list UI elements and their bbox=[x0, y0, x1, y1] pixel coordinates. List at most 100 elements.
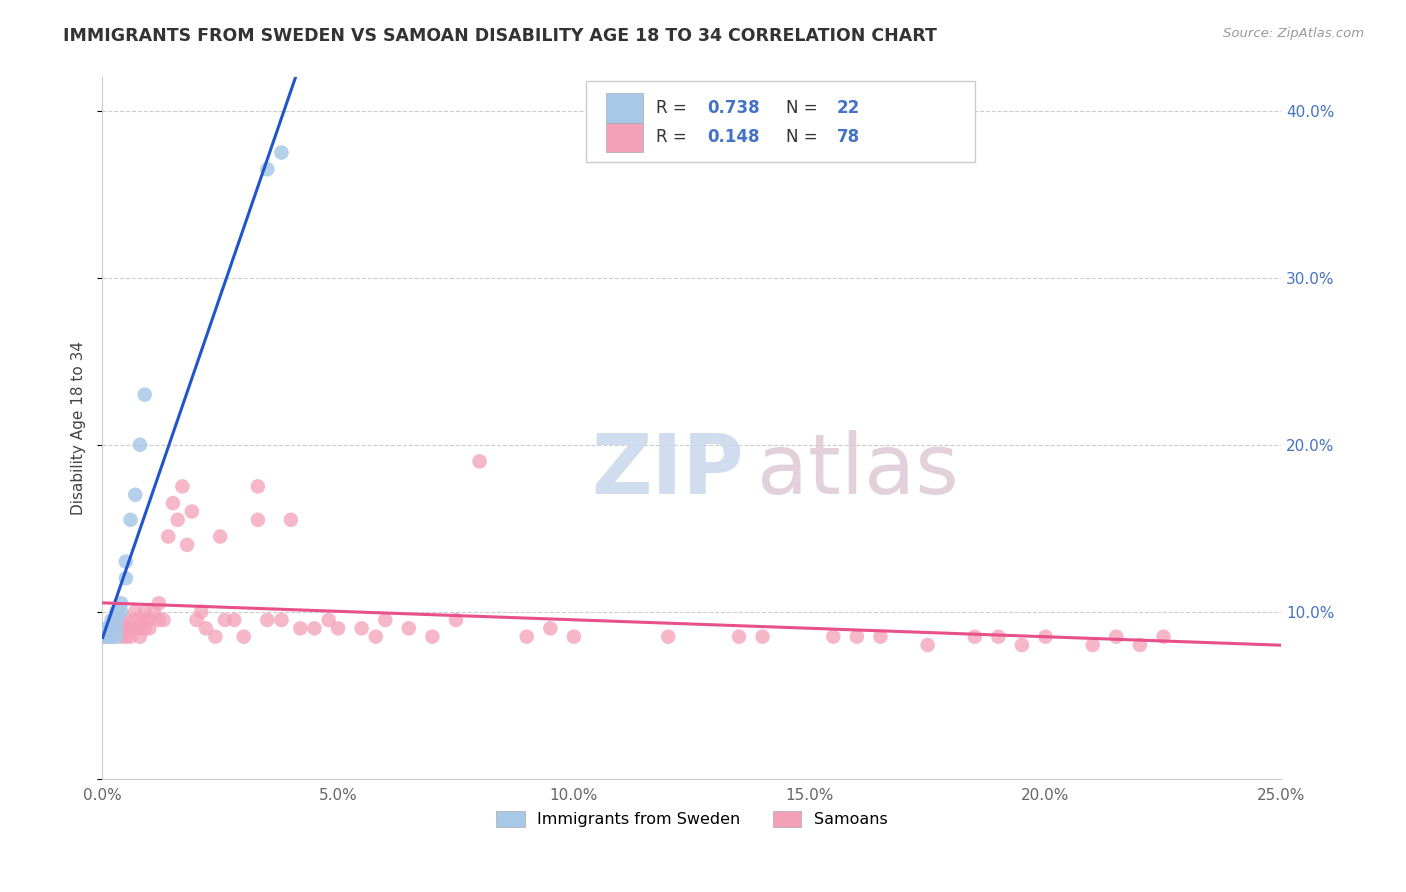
Point bbox=[93, 630, 115, 644]
Point bbox=[138, 613, 160, 627]
Point bbox=[143, 605, 166, 619]
Point bbox=[186, 613, 208, 627]
Point bbox=[256, 162, 278, 177]
Point bbox=[124, 488, 146, 502]
Legend: Immigrants from Sweden, Samoans: Immigrants from Sweden, Samoans bbox=[489, 805, 894, 834]
Point bbox=[134, 613, 156, 627]
Point bbox=[195, 621, 218, 635]
Point bbox=[468, 454, 491, 468]
Point bbox=[110, 630, 132, 644]
Text: R =: R = bbox=[657, 128, 692, 146]
Point bbox=[103, 613, 125, 627]
Point bbox=[172, 479, 194, 493]
Text: N =: N = bbox=[786, 99, 823, 117]
Point bbox=[129, 438, 152, 452]
Point bbox=[180, 504, 202, 518]
Point bbox=[100, 613, 122, 627]
Point bbox=[110, 596, 132, 610]
Text: IMMIGRANTS FROM SWEDEN VS SAMOAN DISABILITY AGE 18 TO 34 CORRELATION CHART: IMMIGRANTS FROM SWEDEN VS SAMOAN DISABIL… bbox=[63, 27, 938, 45]
Point bbox=[114, 630, 136, 644]
Point bbox=[751, 630, 773, 644]
Point bbox=[270, 613, 292, 627]
Point bbox=[129, 613, 152, 627]
Point bbox=[444, 613, 467, 627]
Point bbox=[318, 613, 340, 627]
Point bbox=[422, 630, 444, 644]
Text: Source: ZipAtlas.com: Source: ZipAtlas.com bbox=[1223, 27, 1364, 40]
FancyBboxPatch shape bbox=[606, 123, 644, 153]
Point bbox=[176, 538, 198, 552]
Text: R =: R = bbox=[657, 99, 692, 117]
Text: N =: N = bbox=[786, 128, 823, 146]
Text: 0.738: 0.738 bbox=[707, 99, 759, 117]
Point bbox=[364, 630, 387, 644]
Point bbox=[100, 621, 122, 635]
Point bbox=[120, 621, 142, 635]
Point bbox=[96, 630, 118, 644]
Point bbox=[105, 621, 128, 635]
Point bbox=[326, 621, 349, 635]
Point bbox=[246, 513, 269, 527]
Text: 78: 78 bbox=[837, 128, 860, 146]
FancyBboxPatch shape bbox=[606, 94, 644, 123]
Point bbox=[304, 621, 326, 635]
Point bbox=[214, 613, 236, 627]
Point bbox=[823, 630, 845, 644]
Point bbox=[152, 613, 174, 627]
Text: atlas: atlas bbox=[756, 430, 959, 510]
Point bbox=[105, 613, 128, 627]
Point bbox=[350, 621, 373, 635]
Point bbox=[110, 605, 132, 619]
Point bbox=[728, 630, 751, 644]
Point bbox=[280, 513, 302, 527]
Point bbox=[869, 630, 891, 644]
Point bbox=[148, 596, 170, 610]
Point bbox=[129, 630, 152, 644]
Point bbox=[224, 613, 246, 627]
Point bbox=[1153, 630, 1175, 644]
Point bbox=[114, 613, 136, 627]
Point bbox=[120, 630, 142, 644]
Point bbox=[516, 630, 538, 644]
Point bbox=[246, 479, 269, 493]
Point bbox=[987, 630, 1010, 644]
Point bbox=[157, 529, 180, 543]
Point bbox=[1129, 638, 1152, 652]
Point bbox=[256, 613, 278, 627]
Point bbox=[110, 621, 132, 635]
Point bbox=[166, 513, 188, 527]
Point bbox=[124, 621, 146, 635]
Point bbox=[134, 387, 156, 401]
Point bbox=[124, 613, 146, 627]
Point bbox=[124, 605, 146, 619]
Point bbox=[232, 630, 254, 644]
Point bbox=[98, 621, 121, 635]
Point bbox=[917, 638, 939, 652]
Point bbox=[290, 621, 312, 635]
Point bbox=[1035, 630, 1057, 644]
Point bbox=[270, 145, 292, 160]
Point bbox=[398, 621, 420, 635]
Point bbox=[105, 621, 128, 635]
Point bbox=[134, 605, 156, 619]
Point bbox=[374, 613, 396, 627]
Point bbox=[96, 630, 118, 644]
Point bbox=[105, 630, 128, 644]
Point bbox=[1105, 630, 1128, 644]
Point bbox=[96, 621, 118, 635]
Point bbox=[204, 630, 226, 644]
Text: 22: 22 bbox=[837, 99, 860, 117]
Point bbox=[105, 613, 128, 627]
Point bbox=[100, 621, 122, 635]
Point bbox=[1081, 638, 1104, 652]
Point bbox=[100, 630, 122, 644]
Point bbox=[190, 605, 212, 619]
Point bbox=[114, 621, 136, 635]
Point bbox=[148, 613, 170, 627]
Point bbox=[134, 621, 156, 635]
Point bbox=[1011, 638, 1033, 652]
Point bbox=[100, 630, 122, 644]
Point bbox=[845, 630, 868, 644]
Point bbox=[138, 621, 160, 635]
Text: ZIP: ZIP bbox=[592, 430, 744, 510]
